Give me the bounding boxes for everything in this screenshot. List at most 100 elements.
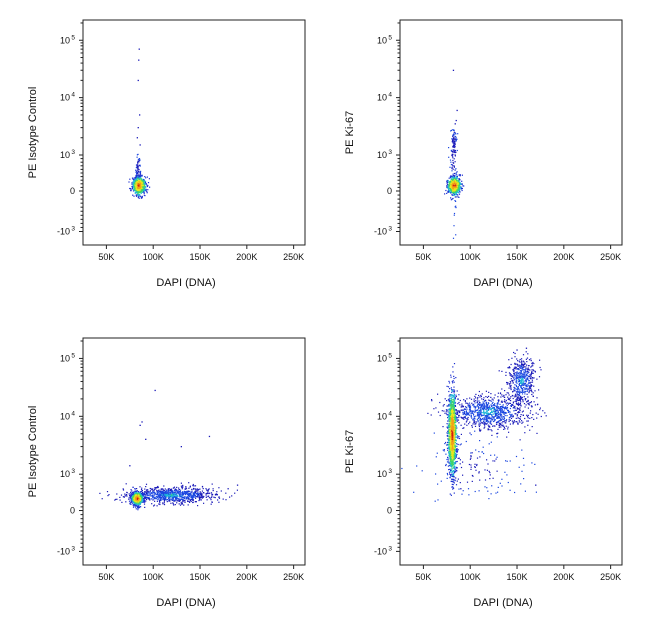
event-point	[169, 488, 171, 490]
event-point	[498, 413, 500, 415]
event-point	[522, 391, 524, 393]
event-point	[484, 404, 486, 407]
event-point	[510, 375, 512, 377]
event-point	[524, 387, 526, 389]
event-point	[526, 389, 528, 391]
event-point	[526, 390, 528, 392]
event-point	[184, 491, 186, 493]
event-point	[528, 402, 530, 404]
event-point	[485, 412, 487, 414]
event-point	[447, 186, 449, 188]
event-point	[473, 400, 475, 402]
event-point	[456, 171, 458, 173]
event-point	[490, 400, 492, 402]
event-point	[430, 414, 432, 416]
event-point	[159, 502, 161, 504]
event-point	[134, 183, 136, 185]
event-point	[524, 398, 526, 400]
event-point	[493, 416, 495, 418]
event-point	[513, 410, 515, 412]
event-point	[517, 423, 519, 425]
event-point	[437, 483, 439, 485]
event-point	[519, 417, 521, 420]
event-point	[502, 425, 504, 427]
event-point	[464, 417, 467, 419]
event-point	[496, 422, 498, 424]
event-point	[175, 488, 177, 490]
event-point	[452, 190, 454, 192]
event-point	[200, 493, 202, 495]
event-point	[137, 177, 139, 180]
event-point	[452, 134, 454, 136]
event-point	[539, 359, 541, 361]
event-point	[488, 425, 491, 427]
event-point	[192, 496, 194, 498]
event-point	[171, 496, 173, 498]
event-point	[505, 403, 507, 405]
event-point	[447, 457, 449, 459]
event-point	[533, 418, 535, 420]
event-point	[126, 494, 128, 496]
x-tick-label: 100K	[143, 252, 164, 262]
event-point	[498, 399, 500, 402]
event-point	[487, 404, 489, 406]
event-point	[517, 397, 519, 399]
event-point	[486, 410, 488, 412]
event-point	[447, 190, 449, 192]
event-point	[140, 189, 142, 191]
event-point	[452, 150, 454, 152]
event-point	[493, 420, 495, 422]
event-point	[455, 181, 457, 183]
event-point	[538, 389, 540, 391]
event-point	[463, 185, 465, 187]
event-point	[494, 410, 496, 412]
event-point	[163, 490, 165, 492]
event-point	[452, 189, 454, 191]
outlier-point	[236, 484, 239, 486]
event-point	[522, 365, 524, 367]
event-point	[134, 181, 136, 183]
event-point	[527, 424, 529, 426]
event-point	[138, 190, 140, 192]
event-point	[508, 394, 510, 396]
event-point	[161, 496, 163, 498]
event-point	[218, 487, 220, 489]
event-point	[454, 196, 456, 198]
event-point	[133, 498, 135, 500]
event-point	[134, 494, 136, 496]
event-point	[483, 414, 485, 416]
event-point	[478, 425, 480, 428]
event-point	[446, 472, 448, 475]
event-point	[200, 495, 203, 497]
event-point	[464, 416, 466, 418]
event-point	[511, 380, 513, 382]
event-point	[476, 463, 478, 466]
event-point	[143, 500, 145, 502]
event-point	[138, 187, 140, 189]
y-tick-label: 10	[377, 93, 387, 103]
event-point	[527, 365, 530, 367]
event-point	[173, 500, 175, 502]
event-point	[137, 195, 139, 197]
event-point	[452, 168, 454, 170]
event-point	[499, 412, 501, 414]
event-point	[137, 175, 139, 178]
event-point	[459, 459, 461, 461]
event-point	[525, 374, 527, 376]
event-point	[485, 410, 487, 412]
event-point	[512, 382, 514, 384]
event-point	[199, 494, 201, 496]
event-point	[467, 416, 469, 419]
event-point	[503, 426, 505, 428]
event-point	[217, 499, 219, 501]
event-point	[185, 497, 187, 499]
event-point	[174, 496, 177, 498]
event-point	[475, 393, 477, 395]
event-point	[455, 186, 457, 188]
event-point	[174, 490, 176, 492]
event-point	[449, 186, 451, 189]
event-point	[488, 416, 490, 419]
event-point	[517, 402, 520, 404]
event-point	[469, 421, 471, 423]
event-point	[192, 501, 194, 503]
